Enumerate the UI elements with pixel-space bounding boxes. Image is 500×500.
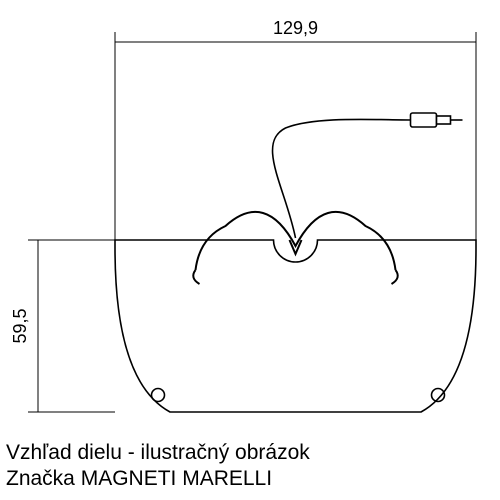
- caption-line-1: Vzhľad dielu - ilustračný obrázok: [6, 440, 494, 466]
- svg-text:129,9: 129,9: [273, 18, 318, 38]
- caption-line-2: Značka MAGNETI MARELLI: [6, 466, 494, 492]
- caption-block: Vzhľad dielu - ilustračný obrázok Značka…: [0, 436, 500, 500]
- svg-text:59,5: 59,5: [10, 308, 30, 343]
- technical-drawing: 129,9 59,5: [0, 0, 500, 440]
